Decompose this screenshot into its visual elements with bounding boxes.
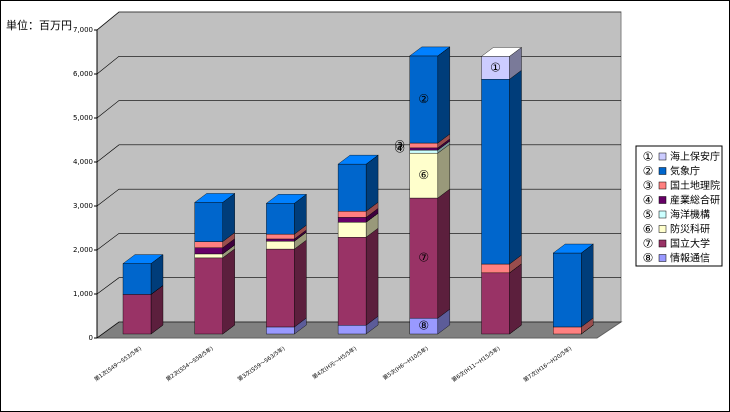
bar-segment (337, 236, 367, 326)
grid-line (96, 233, 621, 251)
bar-annotation: ③ (394, 138, 405, 152)
bar-segment (337, 163, 367, 212)
legend-swatch (658, 239, 667, 248)
bar-top (265, 194, 307, 204)
bar-segment (266, 238, 295, 242)
y-tick-label: 6,000 (73, 70, 93, 78)
grid-line (96, 188, 621, 207)
legend-label: 気象庁 (670, 165, 700, 178)
bar-segment (553, 326, 582, 335)
bar-side (437, 188, 450, 319)
bar-side (294, 239, 307, 328)
legend-label: 海洋機構 (670, 208, 710, 221)
bar-annotation: ④ (394, 141, 405, 155)
legend-marker: ② (643, 164, 654, 178)
bar-segment (409, 149, 438, 154)
legend-swatch (658, 152, 667, 161)
legend-swatch (658, 196, 667, 204)
legend-marker: ③ (643, 179, 654, 193)
bar-segment (122, 263, 152, 295)
legend-marker: ⑧ (643, 251, 654, 265)
bar-top (552, 243, 594, 254)
bar-segment (266, 248, 295, 328)
bar-side (222, 248, 235, 335)
bar-side (365, 154, 379, 212)
y-tick-label: 5,000 (73, 114, 93, 122)
bar-segment (409, 152, 438, 199)
bar-annotation: ⑥ (418, 168, 429, 182)
bar-segment (337, 217, 367, 223)
y-tick-label: 0 (89, 334, 93, 342)
legend-swatch (658, 254, 667, 262)
y-tick-label: 7,000 (73, 26, 93, 34)
y-tick-label: 1,000 (73, 290, 93, 298)
bar-segment (553, 252, 582, 328)
bar-side (509, 263, 522, 335)
bar-top (122, 254, 164, 264)
bar-segment (481, 263, 510, 274)
unit-label: 単位：百万円 (6, 18, 72, 32)
bar-segment (194, 247, 223, 255)
bar-side (437, 143, 450, 199)
bar-segment (194, 253, 223, 259)
bar-segment (337, 211, 367, 218)
bar-side (437, 46, 450, 144)
bar-annotation: ① (490, 60, 501, 74)
y-tick-label: 2,000 (73, 246, 93, 254)
bar-segment (409, 197, 438, 319)
bar-segment (266, 326, 295, 335)
bar-segment (194, 241, 223, 248)
bar-segment (266, 203, 295, 235)
bar-segment (194, 202, 223, 242)
legend-marker: ⑦ (643, 237, 654, 251)
grid-line (96, 321, 621, 339)
grid-line (96, 55, 621, 75)
legend-label: 国立大学 (670, 237, 710, 250)
grid-line (96, 100, 621, 119)
bar-segment (481, 272, 510, 335)
y-tick-label: 4,000 (73, 158, 93, 166)
legend-swatch (658, 181, 667, 190)
bar-side (581, 243, 594, 328)
legend-label: 海上保安庁 (670, 150, 720, 163)
bar-segment (266, 240, 295, 250)
grid-line (96, 144, 621, 163)
legend-marker: ④ (643, 193, 654, 207)
legend-marker: ① (643, 150, 654, 164)
grid-line (96, 11, 621, 31)
bar-annotation: ⑦ (418, 251, 429, 265)
bar-segment (122, 294, 152, 335)
bar-segment (194, 257, 223, 335)
bar-segment (409, 147, 438, 151)
bar-side (365, 227, 379, 326)
bar-segment (337, 325, 367, 335)
bar-segment (266, 233, 295, 240)
legend (635, 145, 723, 267)
legend-label: 防災科研 (670, 223, 710, 236)
legend-swatch (658, 225, 667, 233)
legend-label: 国土地理院 (670, 179, 720, 192)
legend-label: 産業総合研 (670, 194, 720, 207)
bar-side (509, 69, 522, 265)
bar-top (480, 47, 523, 57)
y-tick-label: 3,000 (73, 202, 93, 210)
bar-segment (481, 79, 510, 265)
bar-top (409, 46, 451, 57)
bar-top (337, 154, 379, 165)
legend-swatch (658, 210, 667, 219)
legend-label: 情報通信 (670, 252, 710, 265)
bar-annotation: ② (418, 92, 429, 106)
bar-segment (337, 222, 367, 238)
bar-segment (409, 142, 438, 149)
legend-marker: ⑤ (643, 208, 654, 222)
legend-swatch (658, 167, 667, 175)
bar-annotation: ⑧ (418, 319, 429, 333)
bar-top (194, 193, 236, 203)
bar-segment (409, 55, 438, 144)
legend-marker: ⑥ (643, 222, 654, 236)
grid-line (96, 277, 621, 295)
